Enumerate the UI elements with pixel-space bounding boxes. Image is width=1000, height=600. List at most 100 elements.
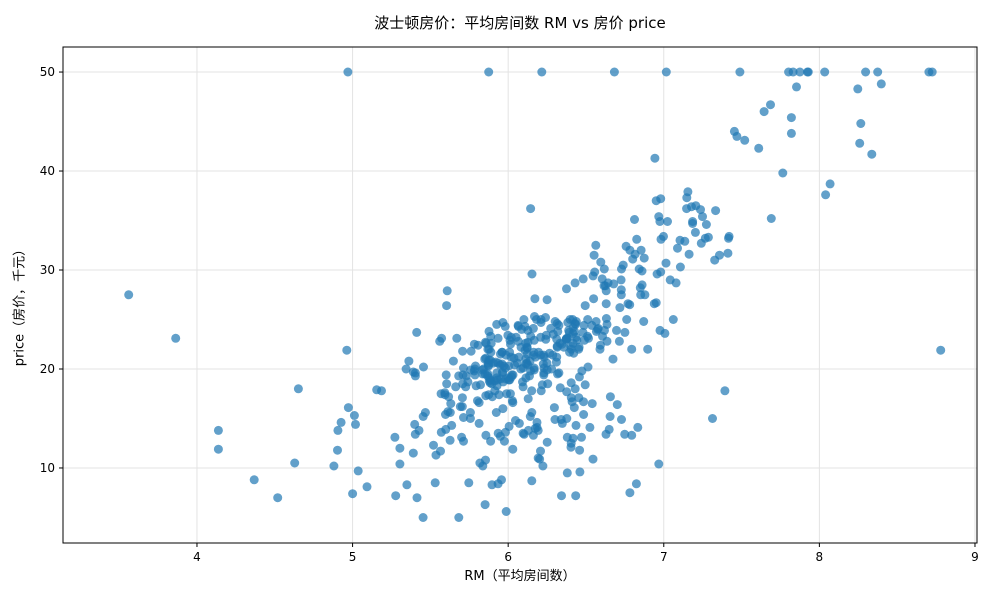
data-point bbox=[591, 240, 601, 250]
data-point bbox=[591, 317, 601, 326]
data-point bbox=[487, 392, 497, 402]
data-point bbox=[825, 179, 835, 189]
data-point bbox=[213, 425, 223, 435]
data-point bbox=[491, 408, 501, 417]
data-point bbox=[855, 138, 865, 148]
data-point bbox=[625, 300, 635, 310]
data-point bbox=[532, 315, 541, 324]
data-point bbox=[654, 459, 664, 469]
data-point bbox=[936, 345, 946, 355]
data-point bbox=[436, 446, 445, 456]
data-point bbox=[723, 248, 733, 258]
data-point bbox=[538, 461, 548, 471]
data-point bbox=[473, 340, 483, 350]
data-point bbox=[602, 336, 612, 346]
data-point bbox=[473, 396, 482, 406]
data-point bbox=[853, 84, 863, 94]
data-point bbox=[336, 417, 346, 427]
data-point bbox=[395, 443, 405, 453]
data-point bbox=[792, 82, 801, 92]
data-point bbox=[555, 383, 565, 393]
data-point bbox=[536, 446, 545, 456]
data-point bbox=[602, 319, 612, 329]
data-point bbox=[571, 332, 581, 342]
data-point bbox=[333, 425, 343, 435]
data-point bbox=[508, 444, 518, 454]
data-point bbox=[501, 427, 510, 437]
data-point bbox=[663, 217, 672, 226]
data-point bbox=[342, 345, 352, 355]
data-point bbox=[631, 479, 641, 489]
y-tick-label: 10 bbox=[40, 461, 55, 475]
data-point bbox=[401, 364, 411, 374]
data-point bbox=[486, 338, 496, 348]
data-point bbox=[605, 412, 615, 421]
data-point bbox=[861, 67, 871, 77]
data-point bbox=[650, 153, 660, 163]
x-tick-label: 7 bbox=[660, 550, 668, 564]
data-point bbox=[580, 301, 590, 311]
data-point bbox=[464, 478, 474, 488]
data-point bbox=[867, 149, 877, 159]
data-point bbox=[688, 217, 698, 226]
data-point bbox=[444, 392, 454, 402]
x-tick-label: 8 bbox=[816, 550, 824, 564]
data-point bbox=[589, 294, 599, 304]
data-point bbox=[493, 479, 503, 489]
data-point bbox=[649, 299, 659, 309]
x-tick-label: 5 bbox=[349, 550, 357, 564]
data-point bbox=[599, 264, 609, 274]
data-point bbox=[615, 303, 625, 313]
data-point bbox=[574, 344, 584, 354]
data-point bbox=[778, 168, 788, 178]
data-point bbox=[448, 356, 458, 366]
data-point bbox=[418, 513, 428, 522]
data-point bbox=[708, 414, 717, 423]
data-point bbox=[480, 500, 490, 510]
data-point bbox=[668, 315, 678, 324]
data-point bbox=[682, 193, 692, 203]
data-point bbox=[349, 411, 359, 420]
data-point bbox=[442, 379, 452, 389]
data-point bbox=[348, 489, 358, 499]
data-point bbox=[493, 428, 503, 438]
data-point bbox=[419, 362, 428, 372]
data-point bbox=[601, 429, 611, 439]
data-point bbox=[521, 373, 531, 383]
data-point bbox=[481, 455, 490, 465]
data-point bbox=[821, 190, 831, 200]
data-point bbox=[442, 301, 452, 311]
data-point bbox=[171, 333, 181, 343]
data-point bbox=[506, 339, 515, 349]
data-point bbox=[562, 387, 572, 397]
data-point bbox=[620, 327, 630, 337]
x-tick-label: 9 bbox=[971, 550, 979, 564]
data-point bbox=[661, 67, 671, 77]
data-point bbox=[459, 363, 468, 373]
data-point bbox=[766, 214, 776, 223]
data-point bbox=[466, 365, 476, 375]
data-point bbox=[698, 212, 707, 222]
data-point bbox=[522, 358, 532, 368]
data-point bbox=[523, 394, 533, 404]
data-point bbox=[802, 67, 812, 77]
data-point bbox=[454, 513, 464, 522]
data-point bbox=[539, 350, 549, 360]
data-point bbox=[710, 255, 720, 265]
data-point bbox=[539, 368, 549, 378]
data-point bbox=[605, 392, 615, 402]
data-point bbox=[732, 131, 742, 141]
data-point bbox=[571, 491, 581, 501]
data-point bbox=[484, 67, 494, 77]
x-axis-label: RM（平均房间数） bbox=[464, 569, 576, 584]
data-point bbox=[579, 397, 588, 407]
data-point bbox=[553, 369, 562, 379]
data-point bbox=[519, 315, 529, 324]
data-point bbox=[570, 384, 580, 394]
data-point bbox=[675, 262, 685, 272]
data-point bbox=[501, 363, 510, 373]
data-point bbox=[458, 370, 468, 380]
data-point bbox=[445, 435, 455, 445]
data-point bbox=[924, 67, 934, 77]
data-point bbox=[571, 420, 581, 430]
